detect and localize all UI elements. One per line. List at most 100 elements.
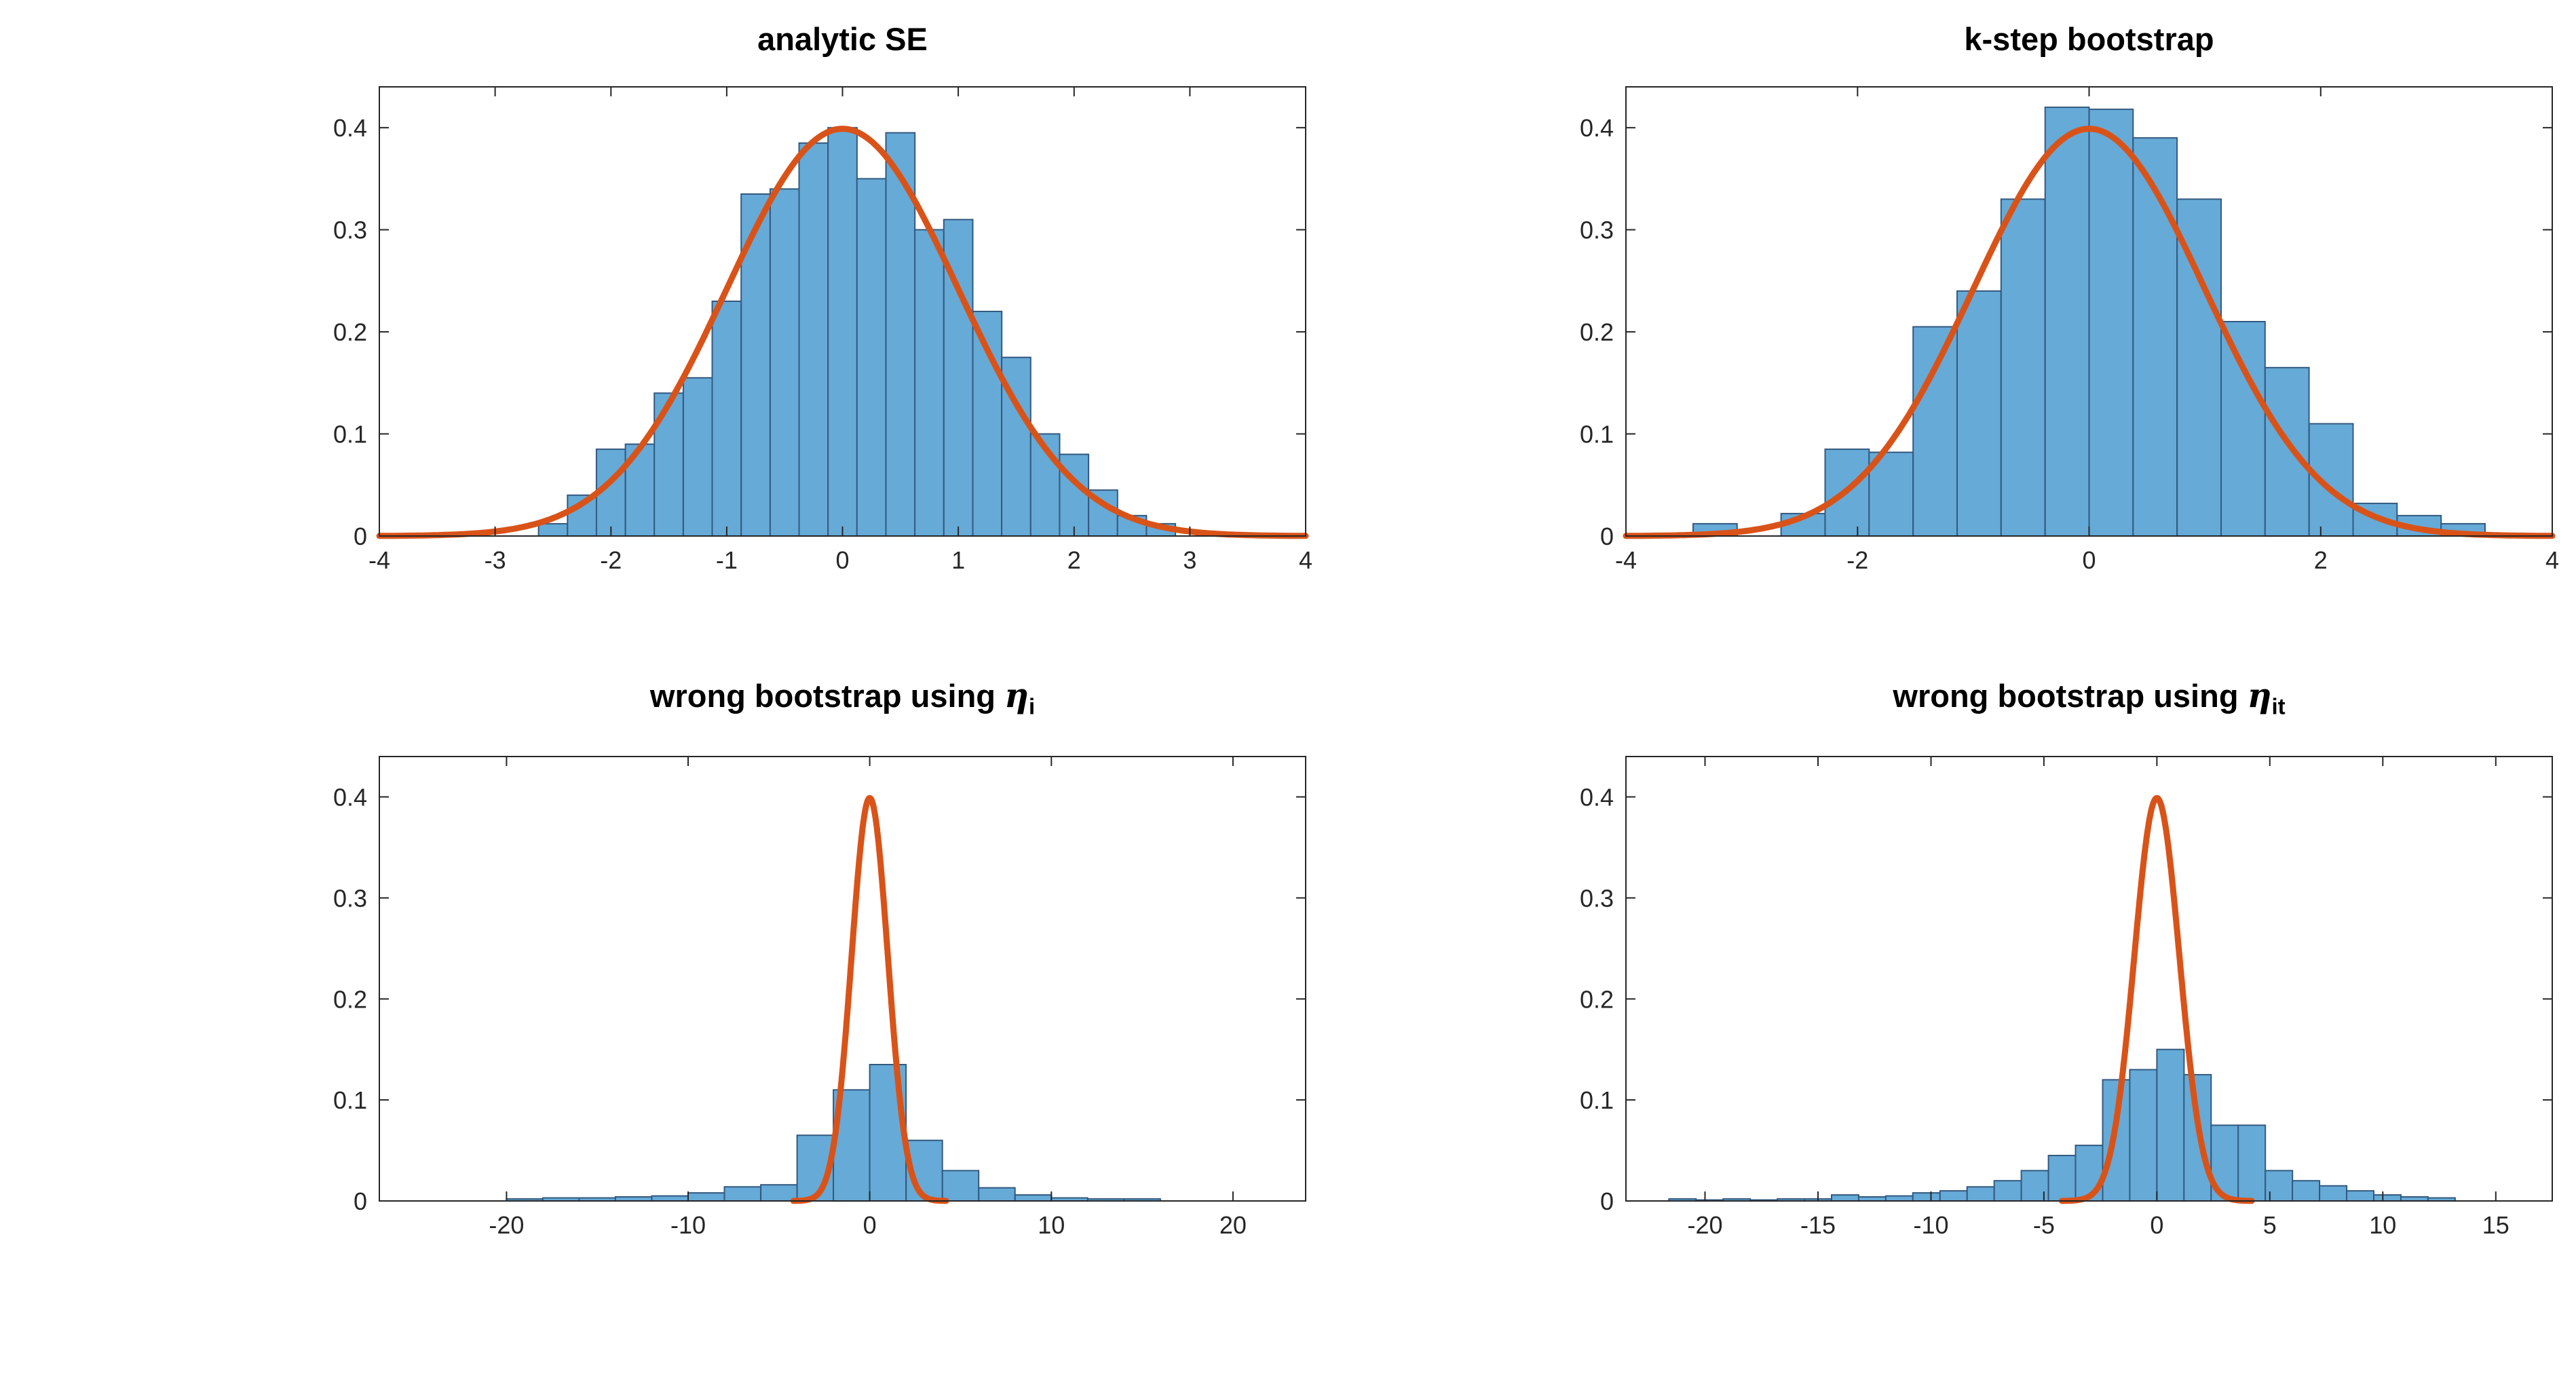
y-tick-label: 0.1: [333, 1086, 367, 1114]
histogram-bar: [1831, 1194, 1859, 1202]
chart-title-kstep-bootstrap: k-step bootstrap: [1626, 19, 2552, 62]
histogram-bar: [537, 522, 569, 537]
histogram-bar: [2292, 1180, 2321, 1202]
histogram-bar: [827, 127, 858, 537]
histogram-bar: [1966, 1186, 1995, 1202]
y-tick-label: 0: [1600, 522, 1614, 550]
x-tick-label: -20: [1687, 1211, 1722, 1239]
x-tick-label: -10: [670, 1211, 706, 1239]
tick-marks: [379, 757, 1306, 1202]
y-tick-label: 0: [354, 522, 367, 550]
y-tick-label: 0.2: [1580, 985, 1614, 1013]
histogram-bar: [856, 178, 887, 537]
histogram-bar: [2308, 423, 2354, 537]
chart-title-wrong-bootstrap-eta-i: wrong bootstrap using ηi: [379, 676, 1306, 719]
title-math-subscript: i: [1028, 693, 1036, 719]
chart-title-analytic-se: analytic SE: [379, 19, 1306, 62]
title-math-symbol: η: [2247, 676, 2272, 715]
histogram-bar: [1912, 326, 1958, 537]
y-tick-label: 0.1: [333, 421, 367, 448]
histogram-bars: [1692, 107, 2486, 537]
y-tick-label: 0.2: [333, 985, 367, 1013]
x-tick-label: -1: [716, 546, 738, 574]
x-tick-label: -2: [1846, 546, 1868, 574]
x-tick-label: -10: [1913, 1211, 1948, 1239]
y-tick-label: 0.1: [1580, 1086, 1614, 1114]
y-tick-label: 0.2: [333, 318, 367, 346]
title-math-subscript: it: [2271, 693, 2286, 719]
subplot-2: -20 -10 0 10 20 0 0.1 0.2 0.3 0.4: [333, 756, 1306, 1240]
x-tick-label: -15: [1800, 1211, 1836, 1239]
histogram-bar: [769, 188, 800, 537]
histogram-bar: [798, 142, 829, 537]
histogram-bar: [2319, 1185, 2348, 1202]
histogram-bar: [1912, 1192, 1941, 1202]
histogram-bar: [711, 301, 742, 537]
histogram-bar: [2044, 107, 2090, 537]
histogram-bar: [687, 1192, 725, 1202]
axes-box: [1625, 756, 2553, 1202]
histogram-bar: [723, 1186, 761, 1202]
histogram-bar: [2220, 321, 2266, 537]
x-tick-label: 3: [1183, 546, 1196, 574]
y-tick-label: 0.4: [1580, 784, 1614, 811]
y-tick-label: 0.4: [333, 784, 367, 811]
histogram-bar: [2020, 1170, 2049, 1202]
histogram-bar: [2373, 1194, 2402, 1202]
histogram-bars: [1668, 1048, 2456, 1202]
x-tick-label: 0: [863, 1211, 877, 1239]
histogram-bar: [1993, 1180, 2022, 1202]
x-tick-label: -3: [485, 546, 506, 574]
y-tick-label: 0.2: [1580, 318, 1614, 346]
normal-curve: [2059, 795, 2255, 1204]
y-tick-label: 0: [1600, 1187, 1614, 1215]
title-text: wrong bootstrap using: [1893, 678, 2248, 714]
normal-curve: [1623, 126, 2556, 539]
tick-marks: [379, 87, 1306, 537]
normal-curve: [376, 126, 1309, 539]
tick-marks: [1626, 757, 2552, 1202]
y-tick-label: 0.3: [1580, 216, 1614, 244]
histogram-bar: [2264, 366, 2310, 537]
y-tick-label: 0: [354, 1187, 367, 1215]
x-tick-label: -2: [600, 546, 622, 574]
x-tick-label: 0: [2150, 1211, 2163, 1239]
histogram-bar: [2088, 109, 2134, 537]
x-tick-label: -20: [489, 1211, 524, 1239]
chart-title-wrong-bootstrap-eta-it: wrong bootstrap using ηit: [1626, 676, 2552, 719]
x-tick-label: 15: [2482, 1211, 2509, 1239]
histogram-bar: [654, 392, 684, 537]
title-text: k-step bootstrap: [1964, 21, 2214, 57]
x-tick-label: 1: [951, 546, 965, 574]
y-tick-label: 0.4: [1580, 114, 1614, 142]
tick-labels: -20 -10 0 10 20 0 0.1 0.2 0.3 0.4: [333, 784, 1247, 1240]
x-tick-label: 4: [2545, 546, 2559, 574]
x-tick-label: 10: [2369, 1211, 2396, 1239]
x-tick-label: 2: [1067, 546, 1081, 574]
x-tick-label: -4: [1615, 546, 1637, 574]
histogram-bar: [2000, 198, 2046, 537]
histogram-bar: [941, 1170, 980, 1202]
histogram-bar: [2346, 1190, 2374, 1202]
x-tick-label: 5: [2263, 1211, 2277, 1239]
x-tick-label: 10: [1038, 1211, 1065, 1239]
histogram-bar: [2129, 1069, 2158, 1202]
x-tick-label: 0: [2082, 546, 2096, 574]
tick-labels: -20 -15 -10 -5 0 5 10 15 0 0.1 0.2 0.3 0.4: [1580, 784, 2509, 1240]
title-text: wrong bootstrap using: [649, 678, 1005, 714]
axes-box: [379, 756, 1306, 1202]
x-tick-label: 0: [835, 546, 849, 574]
y-tick-label: 0.3: [1580, 884, 1614, 912]
y-tick-label: 0.4: [333, 114, 367, 142]
x-tick-label: -4: [368, 546, 390, 574]
histogram-bar: [2075, 1145, 2104, 1202]
histogram-bar: [2102, 1079, 2131, 1202]
x-tick-label: 4: [1299, 546, 1312, 574]
tick-labels: -4 -2 0 2 4 0 0.1 0.2 0.3 0.4: [1580, 114, 2559, 574]
histogram-bar: [1956, 290, 2002, 537]
histogram-bar: [2047, 1155, 2077, 1202]
histogram-bar: [978, 1187, 1016, 1202]
title-text: analytic SE: [757, 21, 928, 57]
